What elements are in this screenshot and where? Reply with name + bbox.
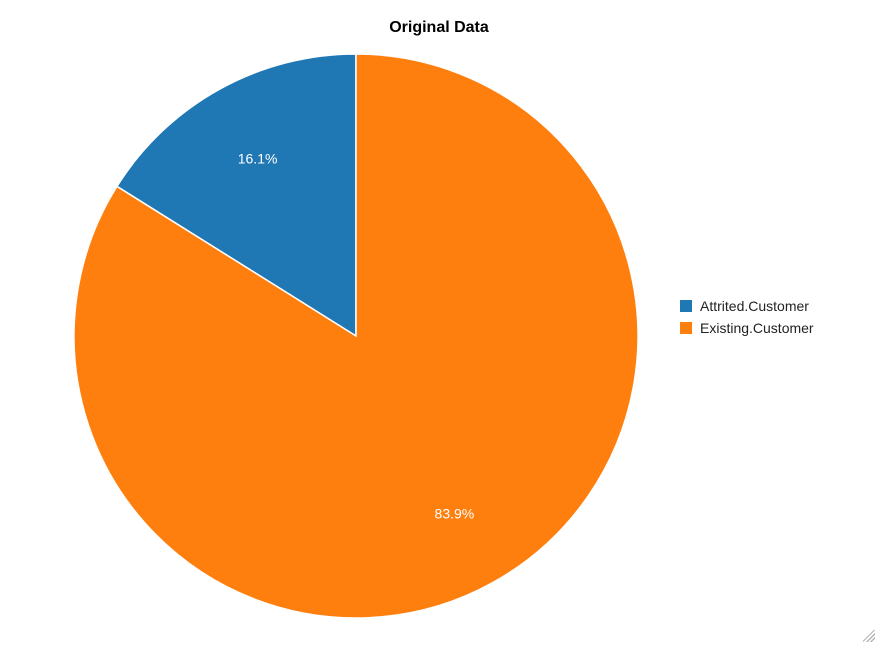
- pie-slice-labels: 16.1% 83.9%: [238, 150, 475, 521]
- pie-slice-existing-customer[interactable]: [73, 53, 639, 619]
- pie-slice-attrited-customer[interactable]: [115, 53, 357, 338]
- resize-grip-icon[interactable]: [863, 630, 875, 642]
- legend-swatch: [680, 322, 692, 334]
- legend[interactable]: Attrited.Customer Existing.Customer: [680, 298, 814, 336]
- pie-slices: [73, 53, 639, 619]
- legend-label: Attrited.Customer: [700, 298, 809, 314]
- chart-title: Original Data: [389, 19, 489, 36]
- slice-label-attrited-customer: 16.1%: [238, 150, 278, 166]
- legend-item-existing-customer[interactable]: Existing.Customer: [680, 320, 814, 336]
- legend-label: Existing.Customer: [700, 320, 814, 336]
- legend-item-attrited-customer[interactable]: Attrited.Customer: [680, 298, 809, 314]
- slice-label-existing-customer: 83.9%: [435, 506, 475, 522]
- legend-swatch: [680, 300, 692, 312]
